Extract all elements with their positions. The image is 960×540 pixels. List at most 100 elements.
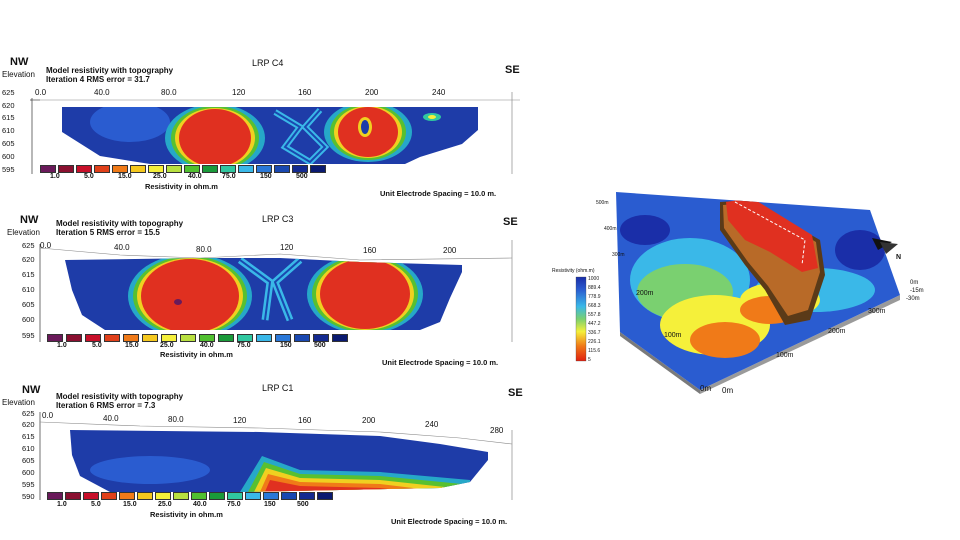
x-tick: 80.0 [196, 245, 212, 254]
y-tick: 595 [22, 331, 35, 340]
axis-label: 200m [636, 290, 654, 297]
model-3d-surface [575, 192, 900, 394]
legend-swatch [166, 165, 182, 173]
axis-label: 0m [722, 386, 734, 395]
elevation-label: Elevation [7, 228, 40, 237]
legend-swatch [104, 334, 120, 342]
x-tick: 0.0 [40, 241, 52, 250]
y-tick: 600 [22, 315, 35, 324]
se-label: SE [508, 387, 523, 399]
y-tick: 620 [22, 420, 35, 429]
legend-swatch [137, 492, 153, 500]
legend-swatch [237, 334, 253, 342]
legend-swatch [281, 492, 297, 500]
x-tick: 120 [232, 88, 246, 97]
legend-swatch [47, 334, 63, 342]
resistivity-section [39, 412, 513, 500]
x-tick: 0.0 [35, 88, 47, 97]
y-tick: 615 [22, 432, 35, 441]
x-tick: 0.0 [42, 411, 54, 420]
legend-swatch [40, 165, 56, 173]
profile-name: LRP C4 [252, 58, 284, 68]
legend-label: 5.0 [91, 501, 101, 508]
elevation-label: Elevation [2, 70, 35, 79]
legend-label: 150 [260, 173, 272, 180]
y-tick: 620 [22, 255, 35, 264]
legend-swatch [101, 492, 117, 500]
legend-label: 5.0 [92, 342, 102, 349]
legend-label: 75.0 [237, 342, 251, 349]
x-tick: 280 [490, 426, 504, 435]
y-tick: 595 [22, 480, 35, 489]
y-tick: 625 [2, 88, 15, 97]
legend-swatch [184, 165, 200, 173]
legend-swatch [317, 492, 333, 500]
legend-swatch [238, 165, 254, 173]
legend-swatch [263, 492, 279, 500]
y-tick: 600 [22, 468, 35, 477]
axis-label: 100m [664, 332, 682, 339]
legend-swatch [310, 165, 326, 173]
y-tick: 605 [22, 300, 35, 309]
legend-label: 500 [297, 501, 309, 508]
legend-swatch [209, 492, 225, 500]
legend-label: 15.0 [118, 173, 132, 180]
axis-label: -15m [910, 288, 924, 294]
profile-name: LRP C1 [262, 383, 294, 393]
y-tick: 600 [2, 152, 15, 161]
legend-swatch [256, 165, 272, 173]
section-c3: NW Elevation Model resistivity with topo… [0, 210, 530, 370]
colorbar-tick: 336.7 [588, 330, 601, 336]
x-tick: 200 [365, 88, 379, 97]
legend-swatch [161, 334, 177, 342]
electrode-spacing: Unit Electrode Spacing = 10.0 m. [382, 358, 499, 367]
y-tick: 625 [22, 241, 35, 250]
nw-label: NW [20, 214, 39, 226]
colorbar-tick: 778.9 [588, 294, 601, 300]
y-tick: 615 [22, 270, 35, 279]
colorbar-tick: 668.3 [588, 303, 601, 309]
y-tick: 605 [22, 456, 35, 465]
legend-swatch [275, 334, 291, 342]
iteration-label: Iteration 4 RMS error = 31.7 [46, 75, 150, 84]
legend-label: 500 [314, 342, 326, 349]
y-tick: 620 [2, 101, 15, 110]
legend-swatch [155, 492, 171, 500]
axis-label: 500m [596, 200, 609, 206]
legend-swatch [202, 165, 218, 173]
legend-label: 25.0 [153, 173, 167, 180]
y-tick: 615 [2, 113, 15, 122]
colorbar-tick: 1000 [588, 276, 600, 282]
resistivity-section [39, 240, 513, 342]
model-title: Model resistivity with topography [46, 66, 174, 75]
y-tick: 610 [22, 444, 35, 453]
y-tick: 610 [2, 126, 15, 135]
legend-swatch [274, 165, 290, 173]
model-title: Model resistivity with topography [56, 219, 184, 228]
legend-swatch [299, 492, 315, 500]
colorbar-title: Resistivity (ohm.m) [552, 268, 595, 274]
legend-label: 150 [264, 501, 276, 508]
legend-label: 1.0 [57, 342, 67, 349]
legend-label: 1.0 [57, 501, 67, 508]
axis-label: 300m [868, 308, 886, 315]
x-tick: 80.0 [168, 415, 184, 424]
y-tick: 610 [22, 285, 35, 294]
nw-label: NW [10, 56, 29, 68]
axis-label: 0m [700, 384, 712, 393]
legend-label: 150 [280, 342, 292, 349]
y-tick: 590 [22, 492, 35, 501]
resistivity-unit-label: Resistivity in ohm.m [150, 510, 223, 519]
x-tick: 40.0 [103, 414, 119, 423]
axis-label: -30m [906, 296, 920, 302]
axis-label: 0m [910, 280, 919, 286]
legend-label: 5.0 [84, 173, 94, 180]
legend-swatch [142, 334, 158, 342]
section-c4: NW Elevation Model resistivity with topo… [0, 52, 530, 202]
legend-swatch [148, 165, 164, 173]
legend-swatch [180, 334, 196, 342]
model-title: Model resistivity with topography [56, 392, 184, 401]
x-tick: 160 [298, 88, 312, 97]
x-tick: 200 [443, 246, 457, 255]
legend-swatch [245, 492, 261, 500]
